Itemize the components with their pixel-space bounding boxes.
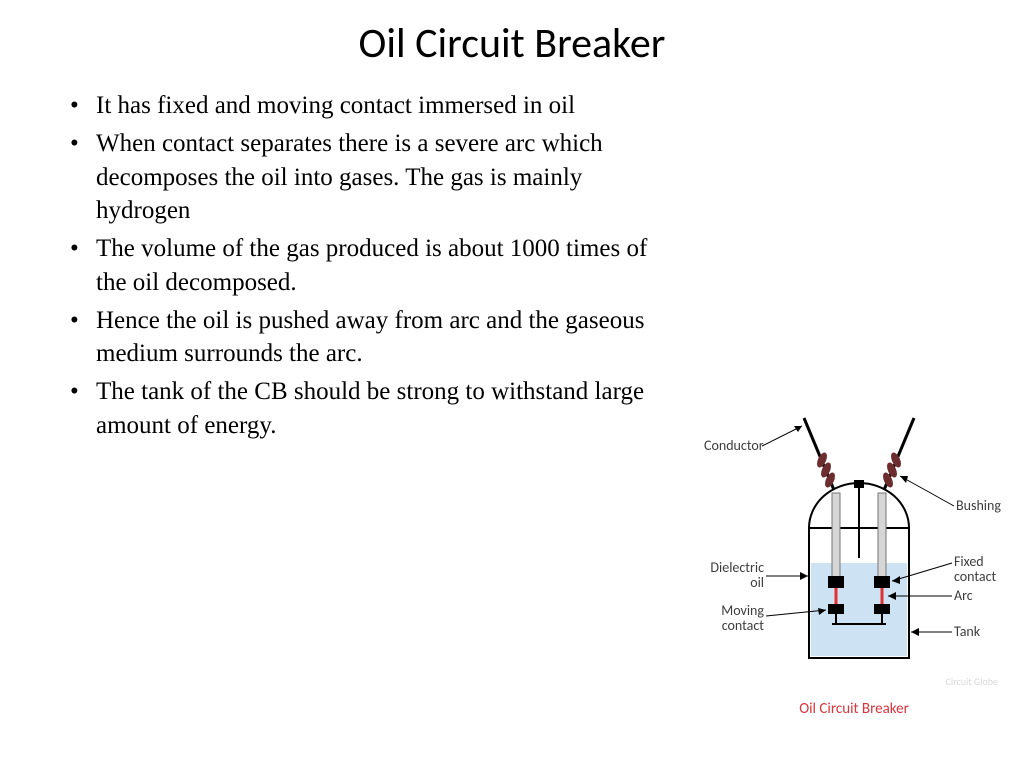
moving-contact-left [828,604,844,614]
oil-fill [811,563,907,656]
diagram: Conductor Bushing Dielectric oil Moving … [704,398,1004,718]
label-arc: Arc [954,588,973,603]
inner-rod-left [832,493,840,583]
arrow-icon [800,572,808,580]
label-moving-contact: Moving contact [704,603,764,634]
watermark: Circuit Globe [946,675,998,688]
diagram-caption: Oil Circuit Breaker [704,700,1004,718]
moving-contact-right [874,604,890,614]
fixed-contact-left [828,576,844,588]
content-row: It has fixed and moving contact immersed… [0,89,1024,447]
list-item: The volume of the gas produced is about … [60,232,680,300]
top-knob [854,480,864,488]
arrow-icon [911,628,919,636]
list-item: The tank of the CB should be strong to w… [60,375,680,443]
inner-rod-right [878,493,886,583]
label-bushing: Bushing [956,498,1001,513]
leader-line [900,476,954,506]
label-fixed-contact: Fixed contact [954,554,1004,585]
page-title: Oil Circuit Breaker [0,0,1024,89]
label-conductor: Conductor [704,438,764,453]
list-item: Hence the oil is pushed away from arc an… [60,304,680,372]
label-dielectric-oil: Dielectric oil [704,560,764,591]
label-tank: Tank [954,624,980,639]
list-item: When contact separates there is a severe… [60,127,680,228]
arrow-icon [900,476,908,483]
bullet-list: It has fixed and moving contact immersed… [60,89,680,447]
list-item: It has fixed and moving contact immersed… [60,89,680,123]
fixed-contact-right [874,576,890,588]
